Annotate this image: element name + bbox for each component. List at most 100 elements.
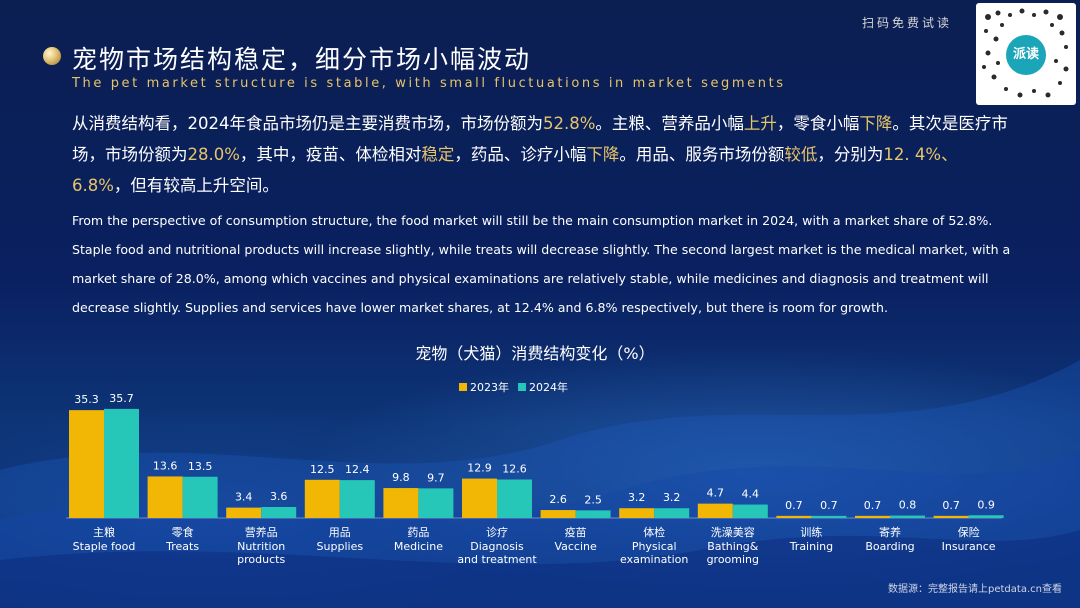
data-label: 12.9 xyxy=(467,462,492,475)
bar-2024 xyxy=(575,510,611,518)
bar-2023 xyxy=(697,503,733,518)
category-label-en: Vaccine xyxy=(554,540,597,553)
bar-2024 xyxy=(890,515,925,518)
data-label: 12.5 xyxy=(310,463,335,476)
bar-2024 xyxy=(182,476,218,518)
highlight-text: 上升 xyxy=(743,114,777,133)
data-label: 3.2 xyxy=(663,491,681,504)
category-label-en: products xyxy=(237,553,285,566)
highlight-text: 稳定 xyxy=(421,145,455,164)
category-label-cn: 营养品 xyxy=(245,525,278,539)
data-label: 4.4 xyxy=(742,488,760,501)
bar-2024 xyxy=(732,504,768,518)
data-label: 12.6 xyxy=(502,463,527,476)
data-label: 4.7 xyxy=(707,487,725,500)
category-label-en: Physical xyxy=(632,540,677,553)
category-label-cn: 体检 xyxy=(643,525,665,539)
wave-decoration xyxy=(0,360,1080,608)
paragraph-text: 。主粮、营养品小幅 xyxy=(595,114,744,133)
paragraph-text: ，药品、诊疗小幅 xyxy=(454,145,587,164)
bar-2023 xyxy=(69,410,104,518)
category-label-en: Insurance xyxy=(942,540,996,553)
category-label-en: and treatment xyxy=(457,553,537,566)
data-label: 3.4 xyxy=(235,491,253,504)
category-label-en: examination xyxy=(620,553,688,566)
data-label: 0.7 xyxy=(785,499,803,512)
bar-2023 xyxy=(147,476,183,518)
data-label: 3.2 xyxy=(628,491,646,504)
paragraph-text: ，但有较高上升空间。 xyxy=(113,176,279,195)
data-label: 0.9 xyxy=(977,498,995,511)
bar-2023 xyxy=(462,478,497,518)
category-label-en: Bathing& xyxy=(707,540,759,553)
category-label-cn: 零食 xyxy=(172,525,194,539)
summary-paragraph-cn: 从消费结构看，2024年食品市场仍是主要消费市场，市场份额为52.8%。主粮、营… xyxy=(72,108,1012,201)
highlight-text: 28.0% xyxy=(187,145,240,164)
legend-swatch-2024 xyxy=(518,383,526,391)
legend-label-2023: 2023年 xyxy=(470,380,509,394)
bar-2023 xyxy=(619,508,655,518)
category-label-cn: 疫苗 xyxy=(565,525,587,539)
bar-2024 xyxy=(339,480,375,518)
bar-2024 xyxy=(104,408,139,518)
data-label: 13.6 xyxy=(153,459,178,472)
bar-2024 xyxy=(261,507,297,518)
data-label: 0.7 xyxy=(942,499,960,512)
bar-2024 xyxy=(968,515,1004,518)
bar-2024 xyxy=(654,508,690,518)
paragraph-text: 。其次是医疗市场，市场份额为 xyxy=(72,114,1008,164)
category-label-cn: 寄养 xyxy=(879,525,901,539)
category-label-en: Supplies xyxy=(317,540,364,553)
title-bullet-icon xyxy=(43,47,61,65)
category-label-en: grooming xyxy=(707,553,759,566)
category-label-cn: 训练 xyxy=(800,525,822,539)
category-label-cn: 保险 xyxy=(958,525,980,539)
bar-2023 xyxy=(226,507,262,518)
data-label: 9.8 xyxy=(392,471,410,484)
paragraph-text: ，分别为 xyxy=(817,145,884,164)
paragraph-text: 。用品、服务市场份额 xyxy=(619,145,785,164)
bar-2023 xyxy=(540,510,576,518)
data-label: 0.8 xyxy=(899,499,917,512)
highlight-text: 下降 xyxy=(859,114,893,133)
category-label-cn: 用品 xyxy=(329,526,351,539)
highlight-text: 12. 4%、6.8% xyxy=(72,145,958,195)
category-label-cn: 诊疗 xyxy=(486,525,508,539)
paragraph-text: 从消费结构看，2024年食品市场仍是主要消费市场，市场份额为 xyxy=(72,114,543,133)
category-label-en: Boarding xyxy=(865,540,914,553)
page-title: 宠物市场结构稳定，细分市场小幅波动 xyxy=(72,45,532,74)
category-label-en: Treats xyxy=(165,540,199,553)
bar-2023 xyxy=(383,488,419,518)
legend-swatch-2023 xyxy=(459,383,467,391)
category-label-en: Training xyxy=(789,540,833,553)
legend-label-2024: 2024年 xyxy=(529,380,568,394)
paragraph-text: ，其中，疫苗、体检相对 xyxy=(239,145,422,164)
paragraph-text: ，零食小幅 xyxy=(776,114,860,133)
bar-2023 xyxy=(304,479,340,518)
bar-2023 xyxy=(933,515,969,518)
highlight-text: 较低 xyxy=(784,145,818,164)
category-label-en: Diagnosis xyxy=(470,540,524,553)
bar-2023 xyxy=(855,515,890,518)
data-label: 2.6 xyxy=(549,493,567,506)
page-subtitle: The pet market structure is stable, with… xyxy=(72,76,786,91)
category-label-cn: 药品 xyxy=(407,526,429,539)
category-label-en: Medicine xyxy=(394,540,443,553)
category-label-cn: 主粮 xyxy=(93,525,115,539)
data-label: 9.7 xyxy=(427,471,445,484)
promo-text: 扫码免费试读 xyxy=(862,16,953,30)
bar-2023 xyxy=(776,515,812,518)
qr-logo: 派读 xyxy=(1006,35,1046,75)
summary-paragraph-en: From the perspective of consumption stru… xyxy=(72,213,1011,315)
bar-2024 xyxy=(497,479,532,518)
data-label: 3.6 xyxy=(270,490,288,503)
data-label: 12.4 xyxy=(345,463,370,476)
consumption-structure-chart: 宠物（犬猫）消费结构变化（%） 2023年 2024年 35.3 35.7 主粮Stapl… xyxy=(66,344,1004,566)
category-label-en: Staple food xyxy=(73,540,136,553)
qr-pattern-icon xyxy=(982,8,1069,98)
category-label-cn: 洗澡美容 xyxy=(711,525,755,539)
qr-code[interactable]: 派读 xyxy=(976,3,1076,105)
highlight-text: 下降 xyxy=(586,145,620,164)
bar-2024 xyxy=(811,515,847,518)
category-label-en: Nutrition xyxy=(237,540,285,553)
